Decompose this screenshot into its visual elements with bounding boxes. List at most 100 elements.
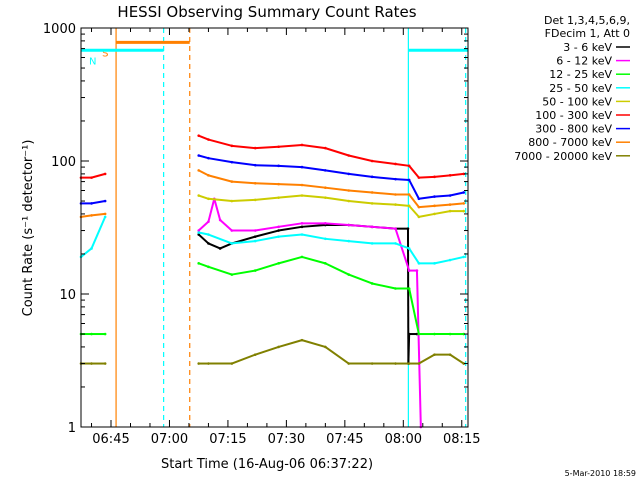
- series-3-segment: [301, 233, 326, 240]
- series-5-segment: [434, 174, 451, 178]
- series-4-segment: [301, 194, 326, 199]
- legend-label: 25 - 50 keV: [549, 82, 612, 95]
- series-1-point: [253, 229, 257, 232]
- series-2-point: [433, 332, 436, 336]
- series-6-point: [324, 169, 327, 172]
- legend-label: 300 - 800 keV: [535, 123, 612, 136]
- series-5-segment: [255, 145, 279, 150]
- series-1-segment: [219, 219, 233, 232]
- series-8-point: [324, 345, 327, 349]
- series-7-point: [407, 193, 411, 196]
- series-5-segment: [449, 172, 464, 177]
- series-6-point: [90, 202, 93, 205]
- series-3-point: [417, 262, 421, 265]
- series-4-point: [394, 203, 397, 206]
- series-0-segment: [254, 229, 279, 238]
- series-4-segment: [348, 200, 373, 205]
- series-4-segment: [408, 205, 420, 218]
- series-6-segment: [208, 157, 232, 164]
- series-7-segment: [255, 182, 279, 186]
- series-1-point: [407, 269, 411, 272]
- series-3-point: [370, 242, 374, 245]
- series-5-point: [407, 164, 411, 168]
- series-5-segment: [325, 147, 350, 157]
- series-2-point: [407, 287, 411, 290]
- series-7-segment: [80, 214, 92, 218]
- legend-label: 3 - 6 keV: [563, 41, 612, 54]
- series-3-point: [462, 255, 466, 259]
- series-6-segment: [255, 164, 279, 167]
- series-2-point: [103, 332, 107, 336]
- series-lines: [79, 134, 466, 429]
- series-1-segment: [278, 222, 303, 228]
- legend-label: 100 - 300 keV: [535, 109, 612, 122]
- series-4-segment: [278, 194, 303, 199]
- chart-title: HESSI Observing Summary Count Rates: [117, 3, 416, 21]
- series-3-point: [253, 239, 257, 243]
- series-6-point: [394, 177, 397, 181]
- series-0-segment: [208, 242, 221, 250]
- series-1: [197, 197, 423, 429]
- series-7-segment: [208, 174, 233, 183]
- series-6-point: [103, 199, 107, 203]
- series-6-point: [370, 175, 374, 179]
- series-1-point: [218, 218, 222, 222]
- series-2-point: [197, 262, 200, 265]
- series-6-segment: [325, 169, 349, 175]
- series-7-segment: [325, 186, 349, 192]
- series-7-point: [300, 183, 304, 187]
- series-6-point: [207, 156, 210, 160]
- series-2-point: [417, 332, 421, 336]
- series-0-segment: [219, 242, 233, 250]
- series-1-point: [207, 220, 210, 223]
- series-3-point: [103, 215, 107, 219]
- series-1-point: [415, 269, 419, 272]
- series-6-point: [347, 172, 351, 176]
- series-7-point: [230, 180, 234, 183]
- series-1-segment: [415, 270, 422, 428]
- series-2-point: [462, 332, 466, 336]
- series-2-segment: [278, 255, 303, 265]
- series-5-point: [433, 175, 436, 179]
- series-7-point: [207, 174, 210, 177]
- series-5-point: [230, 144, 234, 148]
- series-2-point: [300, 255, 304, 259]
- legend-label: 6 - 12 keV: [556, 55, 612, 68]
- series-5-segment: [208, 138, 233, 147]
- series-7-segment: [231, 180, 256, 185]
- legend-label: 7000 - 20000 keV: [514, 150, 612, 163]
- series-8-segment: [418, 353, 435, 365]
- series-8-point: [394, 362, 397, 365]
- series-8-segment: [301, 339, 326, 348]
- y-axis-label: Count Rate (s⁻¹ detector⁻¹): [21, 140, 36, 317]
- series-4-point: [253, 198, 257, 202]
- mode-annotations: SN: [81, 40, 468, 67]
- series-7-segment: [418, 204, 435, 209]
- series-8-segment: [231, 353, 256, 365]
- series-8-point: [347, 362, 351, 365]
- series-7: [79, 169, 466, 219]
- series-0-segment: [407, 334, 411, 364]
- legend-header-line: FDecim 1, Att 0: [545, 27, 630, 40]
- series-1-segment: [325, 222, 349, 227]
- series-7-point: [277, 182, 280, 186]
- series-4-segment: [231, 198, 256, 203]
- series-5: [79, 134, 466, 179]
- x-tick-label-1: 07:00: [151, 432, 188, 447]
- y-tick-label-0: 1: [68, 421, 76, 436]
- series-5-point: [103, 172, 107, 176]
- series-4-point: [197, 194, 200, 197]
- series-0-point: [253, 235, 257, 238]
- series-4-point: [300, 194, 304, 197]
- series-4-point: [230, 199, 234, 203]
- plot-frame: [80, 27, 469, 428]
- series-2-segment: [408, 288, 420, 335]
- series-8-point: [230, 362, 234, 365]
- series-3-point: [230, 242, 234, 245]
- series-2-point: [347, 273, 351, 276]
- series-8: [79, 338, 466, 365]
- series-8-segment: [324, 346, 350, 365]
- series-4-segment: [325, 196, 349, 203]
- series-4-segment: [255, 196, 279, 201]
